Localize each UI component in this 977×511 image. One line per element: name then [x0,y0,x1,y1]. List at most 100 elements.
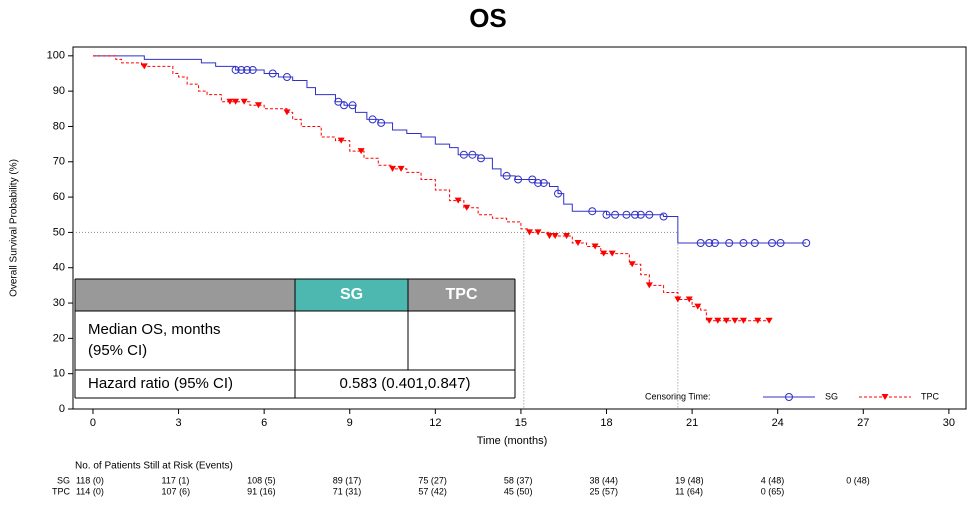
censor-marker [591,243,599,250]
x-tick-label: 9 [347,417,353,429]
censor-marker [551,232,559,239]
x-tick-label: 30 [943,417,955,429]
risk-cell: 4 (48) [761,475,785,485]
censor-marker [710,239,719,248]
censor-marker [622,210,631,219]
censor-marker [802,239,811,248]
censor-marker [528,175,537,184]
risk-cell: 75 (27) [418,475,447,485]
censor-marker [739,239,748,248]
censor-marker [696,239,705,248]
table-header-cell [408,279,515,311]
table-corner [75,279,295,311]
censor-marker [754,317,762,324]
row-label: (95% CI) [88,342,147,359]
x-tick-label: 18 [600,417,612,429]
censor-marker [389,165,397,172]
x-tick-label: 21 [686,417,698,429]
risk-cell: 117 (1) [162,475,190,485]
plot-frame [72,46,967,410]
censor-marker [340,101,349,110]
x-tick-label: 12 [429,417,441,429]
legend-label: TPC [921,391,940,401]
y-tick-label: 90 [53,85,65,97]
censor-marker [685,296,693,303]
y-tick-label: 10 [53,368,65,380]
censor-marker [463,204,471,211]
censor-marker [674,296,682,303]
censor-marker [563,232,571,239]
censor-marker [588,207,597,216]
legend-label: SG [825,391,838,401]
censor-marker [534,229,542,236]
legend-title: Censoring Time: [645,391,711,401]
censor-marker [767,239,776,248]
censor-marker [645,210,654,219]
censor-marker [283,109,291,116]
y-tick-label: 100 [47,50,65,62]
censor-marker [254,102,262,109]
risk-cell: 107 (6) [162,486,191,496]
censor-marker [248,65,257,74]
x-tick-label: 27 [857,417,869,429]
risk-cell: 91 (16) [247,486,276,496]
y-tick-label: 50 [53,226,65,238]
censor-marker [545,232,553,239]
censor-marker [232,98,240,105]
censor-marker [140,63,148,70]
censor-marker [731,317,739,324]
x-tick-label: 3 [175,417,181,429]
y-tick-label: 80 [53,120,65,132]
risk-cell: 45 (50) [504,486,533,496]
censor-marker [628,261,636,268]
censor-marker [554,189,563,198]
censor-marker [539,178,548,187]
legend-marker [785,393,793,401]
censor-marker [377,118,386,127]
y-tick-label: 60 [53,191,65,203]
chart-title: OS [469,3,507,33]
risk-cell: 89 (17) [333,475,362,485]
risk-cell: 38 (44) [590,475,619,485]
risk-cell: 108 (5) [247,475,276,485]
table-header: TPC [446,286,478,303]
censor-marker [765,317,773,324]
risk-cell: 0 (48) [846,475,870,485]
x-tick-label: 24 [772,417,784,429]
censor-marker [459,150,468,159]
censor-marker [608,250,616,257]
hazard-ratio: 0.583 (0.401,0.847) [340,375,471,392]
row-label: Median OS, months [88,321,221,338]
legend-marker [881,394,889,400]
censor-marker [750,239,759,248]
censor-marker [282,73,291,82]
censor-marker [705,317,713,324]
censor-marker [776,239,785,248]
risk-title: No. of Patients Still at Risk (Events) [75,461,233,472]
censor-marker [645,282,653,289]
censor-marker [454,197,462,204]
survival-curve [92,55,807,244]
censor-marker [534,178,543,187]
survival-curve [92,55,770,322]
censor-marker [636,210,645,219]
risk-cell: 57 (42) [418,486,447,496]
risk-cell: 118 (0) [76,475,104,485]
x-tick-label: 6 [261,417,267,429]
x-tick-label: 15 [515,417,527,429]
risk-cell: 25 (57) [590,486,619,496]
censor-marker [525,229,533,236]
censor-marker [739,317,747,324]
censor-marker [611,210,620,219]
censor-marker [574,240,582,247]
censor-marker [725,239,734,248]
y-tick-label: 40 [53,262,65,274]
censor-marker [231,65,240,74]
censor-marker [502,171,511,180]
risk-cell: 0 (65) [761,486,785,496]
censor-marker [337,137,345,144]
risk-cell: 58 (37) [504,475,533,485]
censor-marker [240,98,248,105]
censor-marker [602,210,611,219]
